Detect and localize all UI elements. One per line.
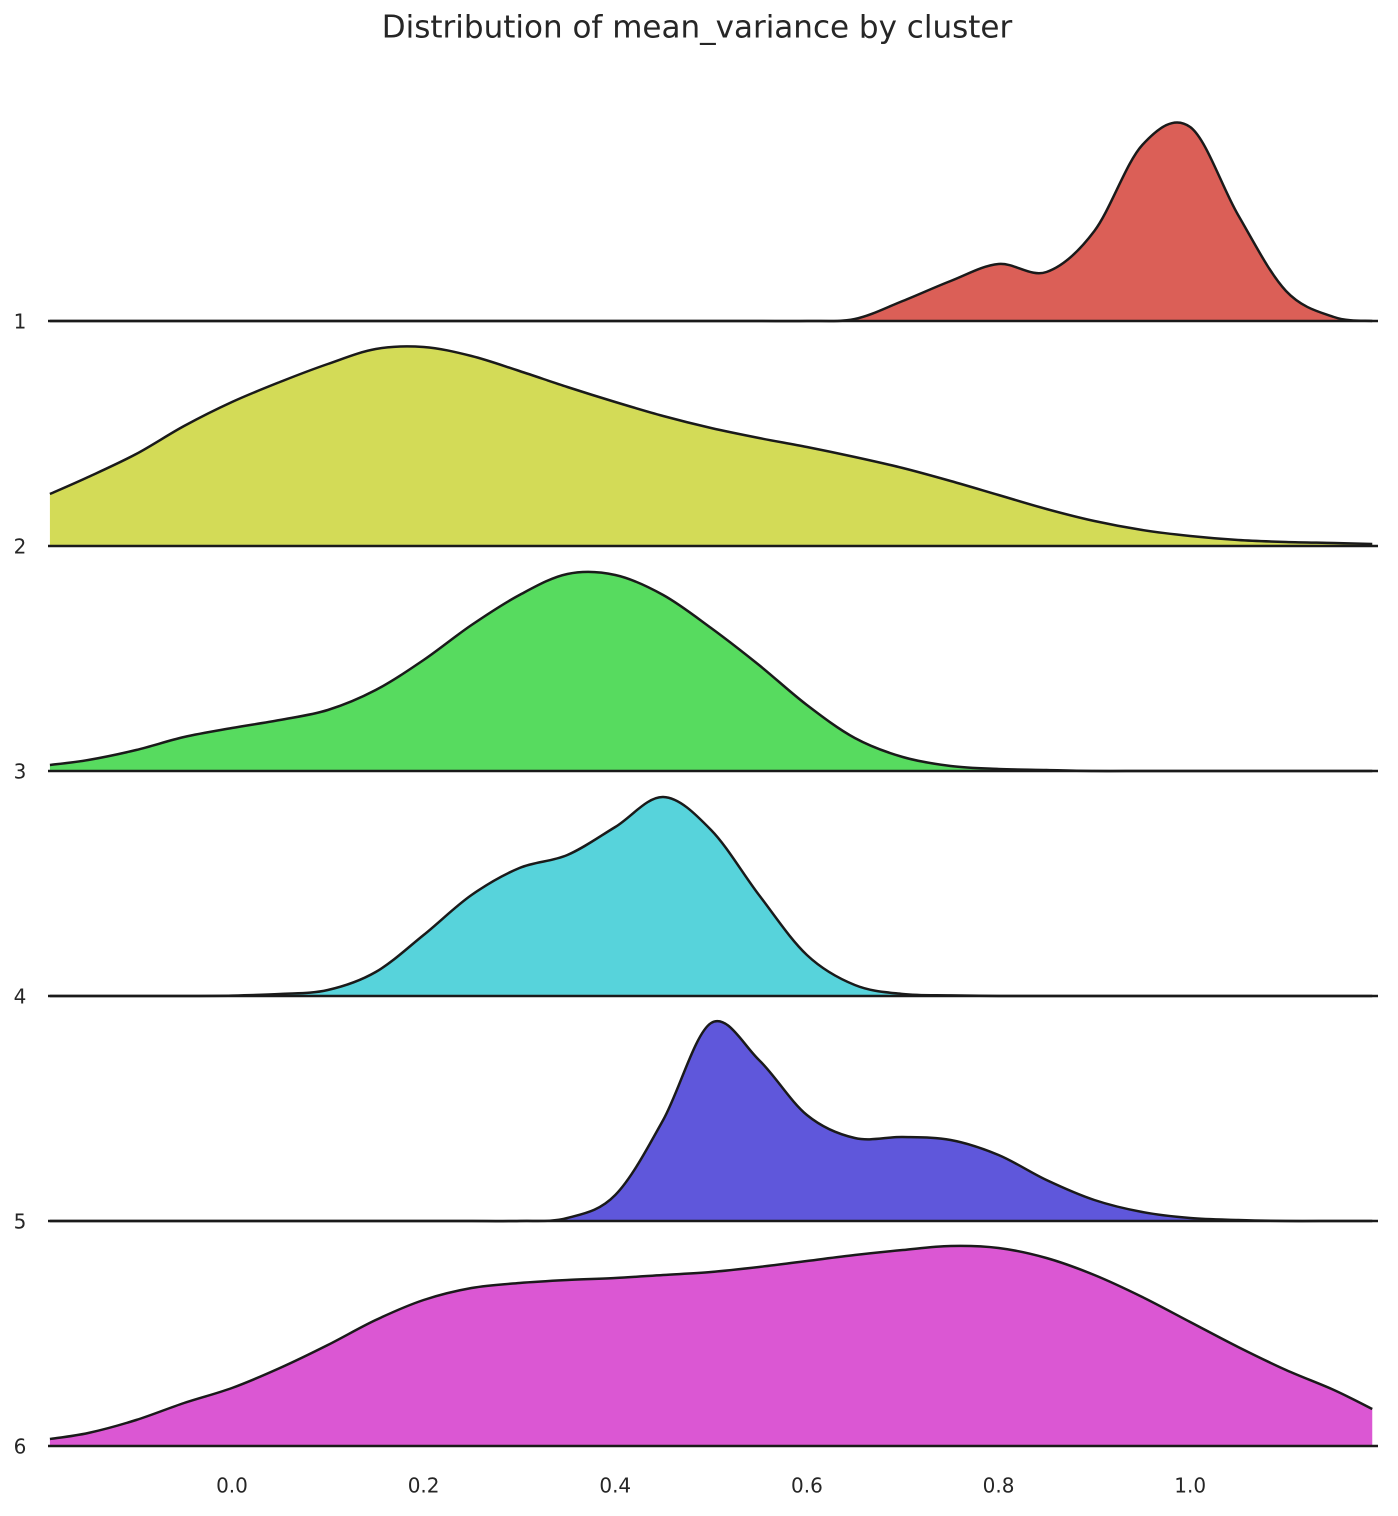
x-tick-label: 0.0 (216, 1474, 248, 1498)
x-tick-label: 1.0 (1174, 1474, 1206, 1498)
ridge-area (49, 571, 1373, 772)
ridge-outline (49, 1244, 1373, 1441)
ridge-area (49, 1021, 1373, 1222)
ridge-area (49, 1245, 1373, 1446)
row-label: 1 (14, 310, 27, 334)
ridge-area (49, 796, 1373, 997)
row-label: 2 (14, 535, 27, 559)
x-tick-label: 0.4 (599, 1474, 631, 1498)
ridge-area (49, 346, 1373, 546)
x-tick-label: 0.2 (408, 1474, 440, 1498)
x-tick-label: 0.6 (791, 1474, 823, 1498)
ridge-outline (49, 345, 1373, 546)
row-label: 4 (14, 985, 27, 1009)
x-tick-label: 0.8 (983, 1474, 1015, 1498)
chart-title: Distribution of mean_variance by cluster (382, 10, 1013, 46)
row-label: 6 (14, 1435, 27, 1459)
row-label: 5 (14, 1210, 27, 1234)
ridge-area (49, 122, 1373, 322)
row-label: 3 (14, 760, 27, 784)
